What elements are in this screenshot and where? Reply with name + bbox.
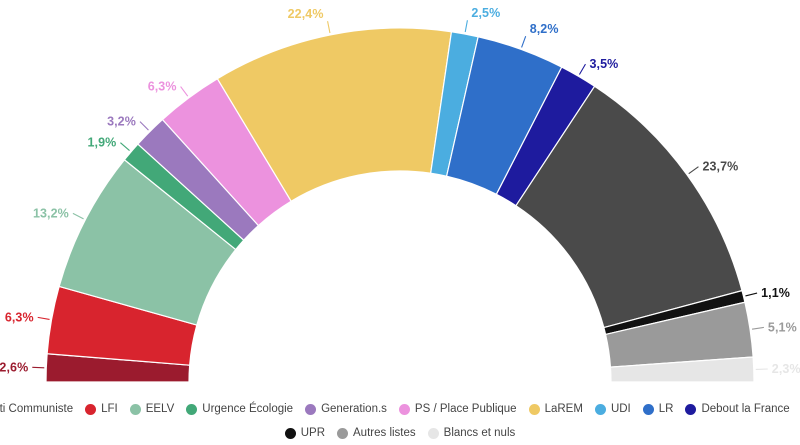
legend-swatch-icon [284, 427, 296, 439]
leader-line [751, 326, 765, 330]
legend-item[interactable]: EELV [129, 403, 175, 415]
legend-item-label: LFI [101, 403, 118, 415]
slice-percentage-label: 23,7% [702, 160, 738, 174]
leader-line [139, 121, 149, 131]
leader-line [120, 142, 130, 151]
legend-item[interactable]: LFI [85, 403, 118, 415]
legend-item[interactable]: UPR [284, 427, 326, 439]
legend-swatch-icon [85, 403, 97, 415]
slice-percentage-label: 3,5% [589, 57, 618, 71]
legend-swatch-icon [427, 427, 439, 439]
legend-item-label: Autres listes [353, 427, 416, 439]
legend-swatch-icon [129, 403, 141, 415]
legend-item-label: Blancs et nuls [443, 427, 516, 439]
slice-percentage-label: 1,9% [88, 136, 117, 150]
legend-swatch-icon [528, 403, 540, 415]
slice-percentage-label: 2,3% [772, 362, 800, 376]
leader-line [688, 166, 699, 175]
percentage-labels-group: 2,6% 6,3% 13,2% 1,9% 3,2% 6,3% 22,4% 2,5% 8,2% 3,… [0, 6, 800, 376]
legend-item-label: EELV [145, 403, 175, 415]
legend-item[interactable]: LaREM [528, 403, 583, 415]
legend-swatch-icon [594, 403, 606, 415]
legend-item[interactable]: PS / Place Publique [398, 403, 517, 415]
slice-percentage-label: 3,2% [107, 115, 136, 129]
legend-item-label: Parti Communiste [0, 403, 74, 415]
legend-swatch-icon [186, 403, 198, 415]
legend-item[interactable]: Debout la France [685, 403, 790, 415]
slice-percentage-label: 22,4% [288, 7, 324, 21]
slices-group: Parti Communiste 2,6%LFI 6,3%EELV 13,2%U… [45, 27, 755, 383]
legend-swatch-icon [642, 403, 654, 415]
legend-row-primary: Parti Communiste LFI EELV Urgence Écologie G… [0, 397, 800, 421]
leader-line [464, 20, 468, 33]
leader-line [578, 63, 586, 75]
leader-line [37, 316, 50, 321]
legend-item-label: UPR [300, 427, 326, 439]
legend-item[interactable]: LR [642, 403, 674, 415]
legend-swatch-icon [398, 403, 410, 415]
slice-percentage-label: 1,1% [761, 286, 790, 300]
leader-line [180, 86, 189, 97]
legend-item-label: Urgence Écologie [202, 403, 294, 415]
pie-slice[interactable]: Blancs et nuls 2,3% [609, 356, 755, 383]
legend-item-label: Generation.s [321, 403, 387, 415]
legend-item[interactable]: UDI [594, 403, 631, 415]
leader-line [72, 212, 84, 220]
slice-percentage-label: 8,2% [530, 22, 559, 36]
slice-percentage-label: 2,6% [0, 360, 28, 374]
leader-line [327, 21, 331, 34]
legend-item-label: LR [658, 403, 674, 415]
legend-swatch-icon [337, 427, 349, 439]
legend-item[interactable]: Generation.s [305, 403, 387, 415]
chart-legend: Parti Communiste LFI EELV Urgence Écologie G… [0, 392, 800, 445]
half-donut-svg: Parti Communiste 2,6%LFI 6,3%EELV 13,2%U… [0, 6, 800, 383]
chart-plot-area: Parti Communiste 2,6%LFI 6,3%EELV 13,2%U… [0, 6, 800, 383]
slice-percentage-label: 13,2% [33, 206, 69, 220]
legend-swatch-icon [685, 403, 697, 415]
legend-item-label: LaREM [544, 403, 583, 415]
legend-item[interactable]: Autres listes [337, 427, 416, 439]
leader-line [745, 292, 758, 297]
legend-item-label: PS / Place Publique [414, 403, 517, 415]
slice-percentage-label: 5,1% [768, 320, 797, 334]
legend-item[interactable]: Blancs et nuls [427, 427, 516, 439]
legend-item[interactable]: Parti Communiste [0, 403, 73, 415]
legend-row-secondary: UPR Autres listes Blancs et nuls [0, 421, 800, 445]
slice-percentage-label: 6,3% [5, 310, 34, 324]
leader-lines-group [32, 20, 768, 370]
legend-swatch-icon [305, 403, 317, 415]
leader-line [521, 35, 527, 48]
legend-item[interactable]: Urgence Écologie [186, 403, 293, 415]
legend-item-label: Debout la France [701, 403, 790, 415]
slice-percentage-label: 2,5% [471, 6, 500, 20]
slice-percentage-label: 6,3% [148, 80, 177, 94]
legend-item-label: UDI [610, 403, 631, 415]
